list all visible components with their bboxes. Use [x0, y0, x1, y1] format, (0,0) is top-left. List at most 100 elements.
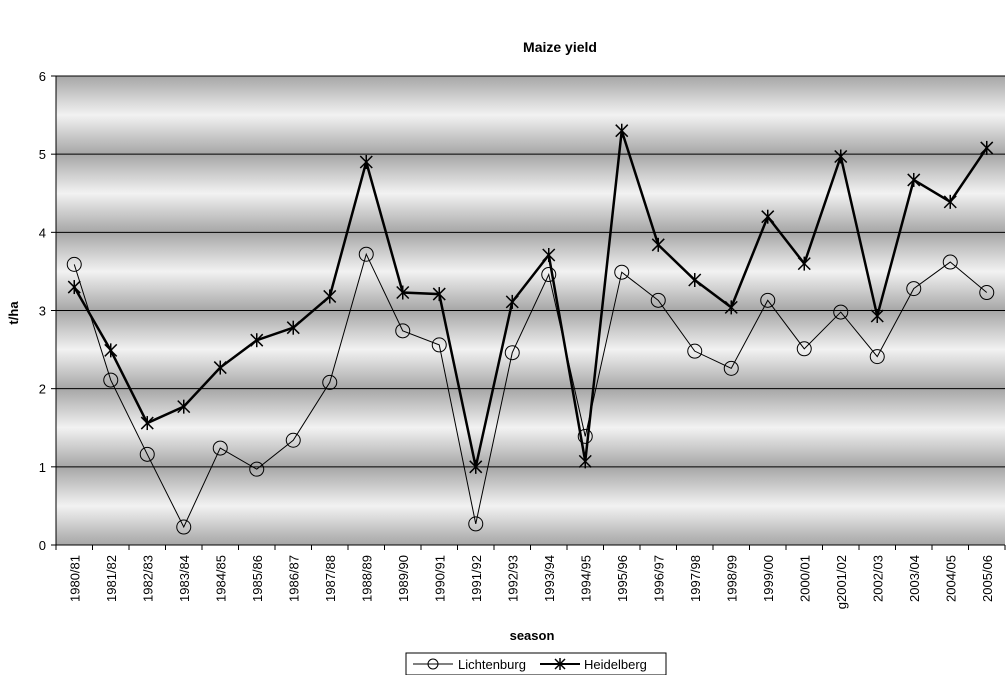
data-point-heidelberg [724, 300, 738, 315]
data-point-heidelberg [943, 194, 957, 209]
x-tick-label: 1990/91 [432, 555, 447, 602]
plot-band [56, 154, 1005, 233]
plot-band [56, 310, 1005, 389]
data-point-lichtenburg [66, 256, 82, 272]
y-tick-label: 0 [39, 538, 46, 553]
x-tick-label: 1983/84 [177, 555, 192, 602]
legend-item-heidelberg: Heidelberg [540, 657, 647, 672]
data-point-heidelberg [505, 294, 519, 309]
legend-label-lichtenburg: Lichtenburg [458, 657, 526, 672]
x-tick-label: 2004/05 [943, 555, 958, 602]
y-tick-label: 2 [39, 382, 46, 397]
data-point-lichtenburg [942, 254, 958, 270]
data-point-lichtenburg [650, 292, 666, 308]
data-point-lichtenburg [869, 349, 885, 365]
data-point-heidelberg [578, 454, 592, 469]
x-axis-title: season [510, 628, 555, 643]
data-point-lichtenburg [906, 281, 922, 297]
data-point-heidelberg [469, 459, 483, 474]
legend: Lichtenburg Heidelberg [405, 652, 667, 675]
data-point-heidelberg [396, 285, 410, 300]
data-point-lichtenburg [723, 360, 739, 376]
data-point-heidelberg [907, 172, 921, 187]
data-point-heidelberg [323, 289, 337, 304]
legend-marker-star [554, 658, 566, 670]
x-tick-label: 1981/82 [104, 555, 119, 602]
data-point-lichtenburg [468, 516, 484, 532]
legend-marker-circle [427, 658, 439, 670]
x-tick-label: 1984/85 [213, 555, 228, 602]
data-point-lichtenburg [614, 264, 630, 280]
plot-band [56, 388, 1005, 467]
x-tick-label: 2003/04 [907, 555, 922, 602]
data-point-heidelberg [432, 287, 446, 302]
x-tick-label: 1989/90 [396, 555, 411, 602]
data-point-lichtenburg [395, 323, 411, 339]
data-point-lichtenburg [577, 428, 593, 444]
plot-band [56, 76, 1005, 155]
x-tick-label: 1980/81 [67, 555, 82, 602]
x-tick-label: 1986/87 [286, 555, 301, 602]
data-point-lichtenburg [212, 440, 228, 456]
data-point-lichtenburg [833, 304, 849, 320]
gridlines [56, 75, 1005, 468]
data-point-lichtenburg [760, 292, 776, 308]
data-point-heidelberg [177, 399, 191, 414]
data-point-heidelberg [542, 248, 556, 263]
data-point-heidelberg [834, 149, 848, 164]
y-axis: 0 1 2 3 4 5 6 [39, 69, 57, 553]
y-tick-label: 6 [39, 69, 46, 84]
data-point-heidelberg [104, 343, 118, 358]
chart-title: Maize yield [523, 39, 597, 55]
data-point-lichtenburg [796, 341, 812, 357]
data-point-lichtenburg [139, 446, 155, 462]
series-lichtenburg [66, 246, 995, 535]
x-tick-label: 2005/06 [980, 555, 995, 602]
series-layer [66, 123, 995, 535]
plot-area [56, 76, 1005, 545]
data-point-heidelberg [980, 140, 994, 155]
data-point-lichtenburg [322, 374, 338, 390]
data-point-lichtenburg [431, 337, 447, 353]
legend-item-lichtenburg: Lichtenburg [413, 657, 526, 672]
data-point-heidelberg [870, 308, 884, 323]
x-tick-label: 1991/92 [469, 555, 484, 602]
data-point-lichtenburg [979, 285, 995, 301]
x-tick-label: g2001/02 [834, 555, 849, 609]
y-tick-label: 1 [39, 460, 46, 475]
data-point-heidelberg [359, 154, 373, 169]
x-tick-label: 1996/97 [651, 555, 666, 602]
x-tick-label: 1997/98 [688, 555, 703, 602]
x-tick-label: 1999/00 [761, 555, 776, 602]
x-tick-label: 1988/89 [359, 555, 374, 602]
y-axis-title: t/ha [6, 301, 21, 325]
data-point-heidelberg [615, 123, 629, 138]
plot-band [56, 466, 1005, 545]
data-point-heidelberg [688, 273, 702, 288]
data-point-heidelberg [140, 416, 154, 431]
plot-band [56, 232, 1005, 311]
data-point-heidelberg [761, 209, 775, 224]
legend-label-heidelberg: Heidelberg [584, 657, 647, 672]
series-heidelberg [67, 123, 994, 474]
data-point-heidelberg [250, 333, 264, 348]
data-point-lichtenburg [504, 345, 520, 361]
data-point-heidelberg [213, 360, 227, 375]
data-point-lichtenburg [103, 372, 119, 388]
x-tick-label: 1982/83 [140, 555, 155, 602]
y-tick-label: 5 [39, 147, 46, 162]
x-tick-label: 1985/86 [250, 555, 265, 602]
data-point-lichtenburg [687, 343, 703, 359]
x-tick-label: 1987/88 [323, 555, 338, 602]
y-tick-label: 4 [39, 225, 46, 240]
series-line-heidelberg [73, 130, 988, 468]
x-tick-label: 1994/95 [578, 555, 593, 602]
data-point-heidelberg [797, 256, 811, 271]
legend-box [405, 652, 667, 675]
data-point-lichtenburg [358, 246, 374, 262]
data-point-heidelberg [651, 237, 665, 252]
data-point-lichtenburg [176, 519, 192, 535]
data-point-heidelberg [286, 320, 300, 335]
x-tick-label: 1993/94 [542, 555, 557, 602]
